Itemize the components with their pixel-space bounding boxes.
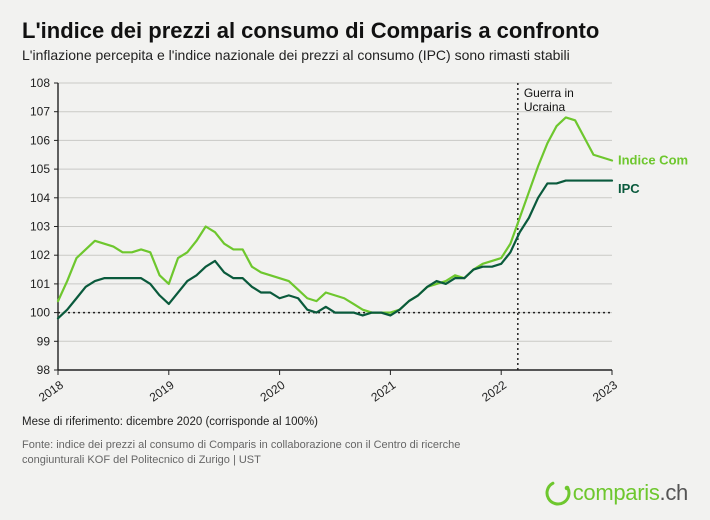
y-tick-label: 103 [30,220,50,234]
comparis-icon [545,480,571,506]
chart-subtitle: L'inflazione percepita e l'indice nazion… [22,47,688,63]
y-tick-label: 106 [30,134,50,148]
logo-domain: .ch [660,480,688,505]
x-tick-label: 2021 [368,378,398,405]
y-tick-label: 100 [30,306,50,320]
chart-svg: 98 99 100 101 102 103 104 105 106 107 108 2018 2019… [22,75,688,405]
reference-note: Mese di riferimento: dicembre 2020 (corr… [22,415,688,430]
brand-logo: comparis.ch [545,480,688,506]
y-tick-label: 101 [30,277,50,291]
y-tick-label: 102 [30,248,50,262]
series-label: Indice Comparis [618,153,688,168]
y-tick-label: 99 [37,335,51,349]
x-tick-label: 2023 [590,378,620,405]
x-tick-label: 2019 [147,378,177,405]
y-tick-label: 105 [30,162,50,176]
series-label: IPC [618,181,640,196]
series-line [58,118,612,313]
event-label: Ucraina [524,100,566,114]
y-tick-label: 104 [30,191,50,205]
chart-title: L'indice dei prezzi al consumo di Compar… [22,18,688,43]
x-tick-label: 2020 [258,378,288,405]
event-label: Guerra in [524,86,574,100]
y-tick-label: 108 [30,76,50,90]
logo-brand: comparis [573,480,660,505]
x-tick-label: 2022 [479,378,509,405]
x-tick-label: 2018 [36,378,66,405]
source-note: Fonte: indice dei prezzi al consumo di C… [22,438,522,467]
line-chart: 98 99 100 101 102 103 104 105 106 107 108 2018 2019… [22,75,688,405]
y-tick-label: 107 [30,105,50,119]
y-tick-label: 98 [37,363,51,377]
